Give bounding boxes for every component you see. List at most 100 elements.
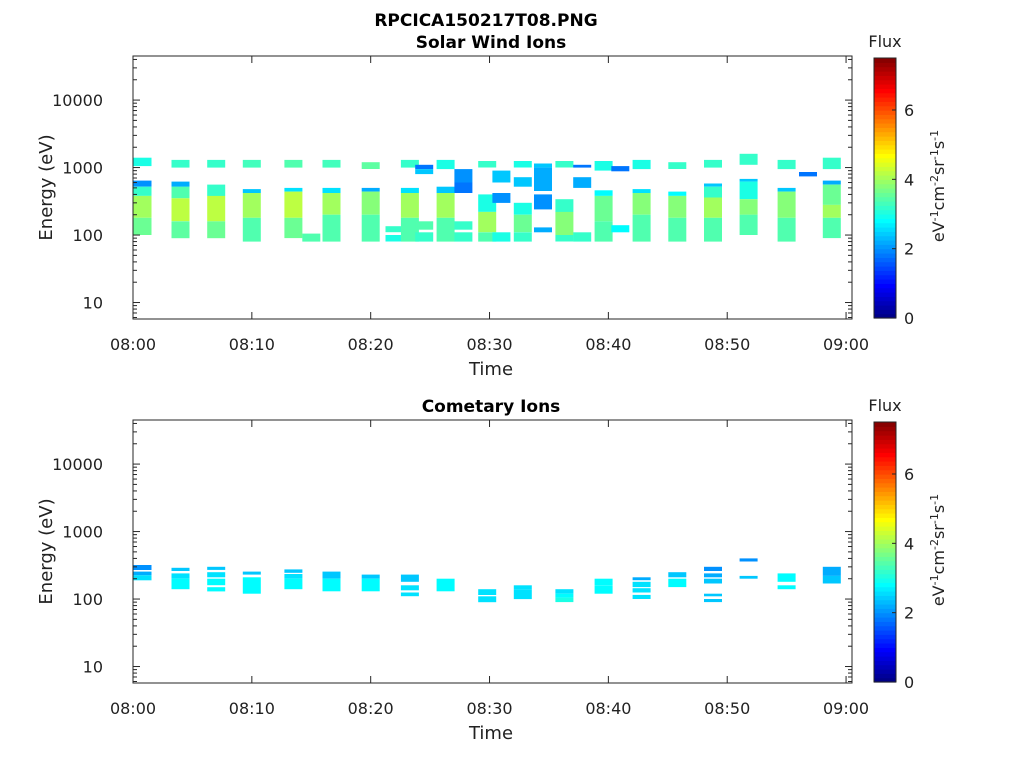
y-tick-label: 10	[83, 294, 103, 313]
colorbar-segment	[874, 175, 896, 180]
colorbar-segment	[874, 461, 896, 466]
x-tick-label: 08:30	[466, 699, 512, 718]
colorbar-segment	[874, 439, 896, 445]
colorbar-segment	[874, 660, 896, 666]
colorbar-segment	[874, 435, 896, 440]
colorbar-segment	[874, 469, 896, 475]
flux-band	[400, 193, 419, 218]
y-tick-label: 10000	[52, 91, 103, 110]
flux-band	[284, 578, 303, 590]
colorbar-segment	[874, 253, 896, 258]
flux-band	[668, 162, 687, 169]
flux-band	[400, 592, 419, 597]
flux-band	[436, 578, 455, 592]
colorbar-segment	[874, 279, 896, 284]
flux-band	[704, 159, 722, 168]
panel-title: Solar Wind Ions	[416, 33, 567, 53]
colorbar-segment	[874, 313, 896, 319]
colorbar-segment	[874, 495, 896, 501]
colorbar-segment	[874, 664, 896, 670]
flux-band	[207, 221, 226, 239]
colorbar-segment	[874, 292, 896, 297]
flux-band	[555, 593, 574, 598]
flux-band	[822, 575, 841, 584]
flux-band	[739, 153, 758, 165]
flux-band	[385, 226, 404, 233]
colorbar-segment	[874, 517, 896, 523]
flux-band	[777, 187, 796, 192]
x-axis-label: Time	[468, 359, 513, 380]
flux-band	[594, 221, 613, 242]
flux-band	[594, 195, 613, 222]
flux-band	[492, 193, 511, 203]
flux-band	[668, 191, 687, 196]
colorbar-segment	[874, 677, 896, 683]
flux-band	[632, 193, 651, 215]
y-tick-label: 100	[72, 226, 103, 245]
colorbar-segment	[874, 656, 896, 661]
colorbar-segment	[874, 634, 896, 640]
x-tick-label: 08:00	[110, 699, 156, 718]
flux-band	[361, 187, 380, 192]
x-tick-label: 09:00	[823, 335, 869, 354]
colorbar-segment	[874, 144, 896, 150]
flux-band	[361, 191, 380, 215]
colorbar-segment	[874, 565, 896, 570]
colorbar-segment	[874, 266, 896, 271]
flux-band	[513, 202, 532, 215]
colorbar-segment	[874, 560, 896, 566]
flux-band	[284, 574, 303, 579]
flux-band	[400, 585, 419, 591]
flux-band	[573, 177, 592, 188]
colorbar-segment	[874, 556, 896, 562]
y-tick-label: 10000	[52, 455, 103, 474]
flux-band	[133, 575, 152, 581]
flux-band	[513, 161, 532, 168]
flux-band	[242, 217, 261, 242]
colorbar-segment	[874, 500, 896, 505]
colorbar-segment	[874, 534, 896, 540]
colorbar-segment	[874, 114, 896, 120]
flux-band	[454, 182, 473, 193]
flux-band	[415, 232, 434, 242]
flux-band	[361, 214, 380, 242]
colorbar-segment	[874, 110, 896, 115]
flux-band	[632, 189, 651, 193]
y-axis-label: Energy (eV)	[36, 134, 57, 240]
flux-band	[133, 157, 152, 167]
flux-band	[555, 211, 574, 235]
colorbar-segment	[874, 162, 896, 167]
flux-band	[573, 232, 592, 242]
flux-band	[822, 566, 841, 576]
flux-band	[777, 159, 796, 170]
colorbar-segment	[874, 305, 896, 310]
flux-band	[207, 587, 226, 592]
colorbar-segment	[874, 487, 896, 492]
colorbar-segment	[874, 274, 896, 280]
colorbar-segment	[874, 426, 896, 432]
colorbar-segment	[874, 478, 896, 484]
y-tick-label: 1000	[62, 159, 103, 178]
y-tick-label: 100	[72, 590, 103, 609]
x-tick-label: 08:50	[704, 699, 750, 718]
flux-band	[207, 578, 226, 586]
y-tick-label: 10	[83, 658, 103, 677]
plot-frame	[132, 419, 853, 684]
colorbar-segment	[874, 131, 896, 137]
flux-band	[284, 159, 303, 168]
flux-band	[415, 169, 434, 175]
colorbar-segment	[874, 157, 896, 163]
flux-band	[594, 578, 613, 586]
flux-band	[478, 211, 497, 233]
colorbar-segment	[874, 235, 896, 241]
flux-band	[242, 189, 261, 193]
colorbar-segment	[874, 66, 896, 72]
colorbar-segment	[874, 179, 896, 185]
flux-band	[513, 214, 532, 233]
panel-solar-wind-ions: Solar Wind Ions 10 100 1000 10000 08:00 08:10 0…	[36, 32, 948, 380]
flux-band	[739, 575, 758, 579]
flux-band	[478, 232, 497, 242]
colorbar-segment	[874, 309, 896, 315]
flux-band	[704, 578, 722, 584]
flux-band	[322, 159, 341, 168]
